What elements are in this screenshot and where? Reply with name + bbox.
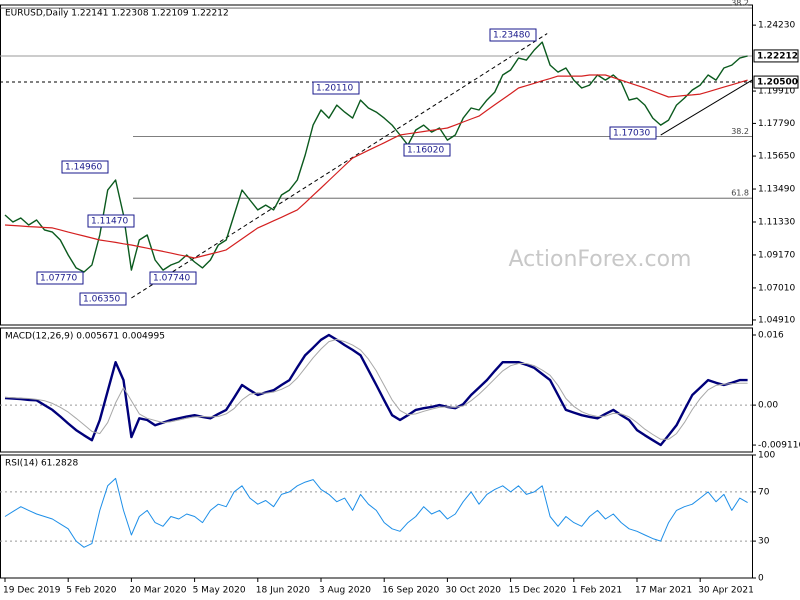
x-tick-label: 3 Aug 2020 [319,586,371,596]
y-tick-label: 1.17790 [758,119,795,129]
y-tick-label: 70 [758,487,770,497]
x-tick-label: 19 Dec 2019 [3,586,61,596]
annotation: 1.07770 [40,274,77,284]
y-tick-label: 0.00 [758,401,778,411]
annotation: 1.16020 [407,146,444,156]
x-tick-label: 20 Mar 2020 [129,586,186,596]
annotation-box [489,28,537,42]
x-tick-label: 1 Feb 2021 [572,586,622,596]
fib-label: 38.2 [731,0,749,8]
y-tick-label: 1.15650 [758,152,795,162]
panel-title: RSI(14) 61.2828 [5,459,78,469]
series-line [4,338,748,440]
fib-label: 38.2 [731,127,749,136]
price-label: 1.22212 [757,51,798,61]
panel-frame [0,454,753,579]
trendline [131,33,548,299]
fib-label: 61.8 [731,189,749,198]
trendline [660,79,753,136]
series-line [4,41,748,273]
annotation: 1.20110 [316,84,353,94]
annotation: 1.17030 [613,129,650,139]
x-tick-label: 5 Feb 2020 [66,586,117,596]
annotation: 1.06350 [83,295,120,305]
annotation-box [149,271,197,285]
annotation-box [312,81,360,95]
y-tick-label: 1.24230 [758,21,795,31]
annotation: 1.07740 [153,274,190,284]
series-line [4,74,748,259]
x-tick-label: 30 Oct 2020 [445,586,501,596]
watermark: ActionForex.com [509,247,692,272]
x-tick-label: 16 Sep 2020 [382,586,439,596]
panel-title: MACD(12,26,9) 0.005671 0.004995 [5,332,165,342]
y-tick-label: 1.04910 [758,315,795,325]
y-tick-label: 0 [758,574,764,584]
x-tick-label: 5 May 2020 [193,586,246,596]
annotation-box [61,160,109,174]
price-label: 1.20500 [757,78,798,88]
series-line [4,477,748,548]
y-tick-label: 1.09170 [758,250,795,260]
panel-title: EURUSD,Daily 1.22141 1.22308 1.22109 1.2… [5,9,229,19]
x-tick-label: 15 Dec 2020 [509,586,567,596]
series-line [4,333,748,447]
x-tick-label: 18 Jun 2020 [256,586,310,596]
y-tick-label: -0.009116 [758,441,800,451]
y-tick-label: 100 [758,451,775,461]
x-tick-label: 30 Apr 2021 [698,586,754,596]
x-tick-label: 17 Mar 2021 [635,586,692,596]
price-box [753,49,799,63]
annotation-box [609,126,657,140]
annotation-box [36,271,84,285]
annotation-box [403,143,451,157]
annotation-box [79,292,127,306]
y-tick-label: 0.016 [758,331,784,341]
annotation-box [87,214,135,228]
annotation: 1.23480 [493,31,530,41]
annotation: 1.11470 [91,217,128,227]
panel-frame [0,4,753,326]
panel-frame [0,327,753,453]
price-box [753,75,799,89]
y-tick-label: 30 [758,537,770,547]
y-tick-label: 1.19910 [758,87,795,97]
y-tick-label: 1.11330 [758,217,795,227]
y-tick-label: 1.13490 [758,185,795,195]
y-tick-label: 1.07010 [758,283,795,293]
annotation: 1.14960 [65,163,102,173]
